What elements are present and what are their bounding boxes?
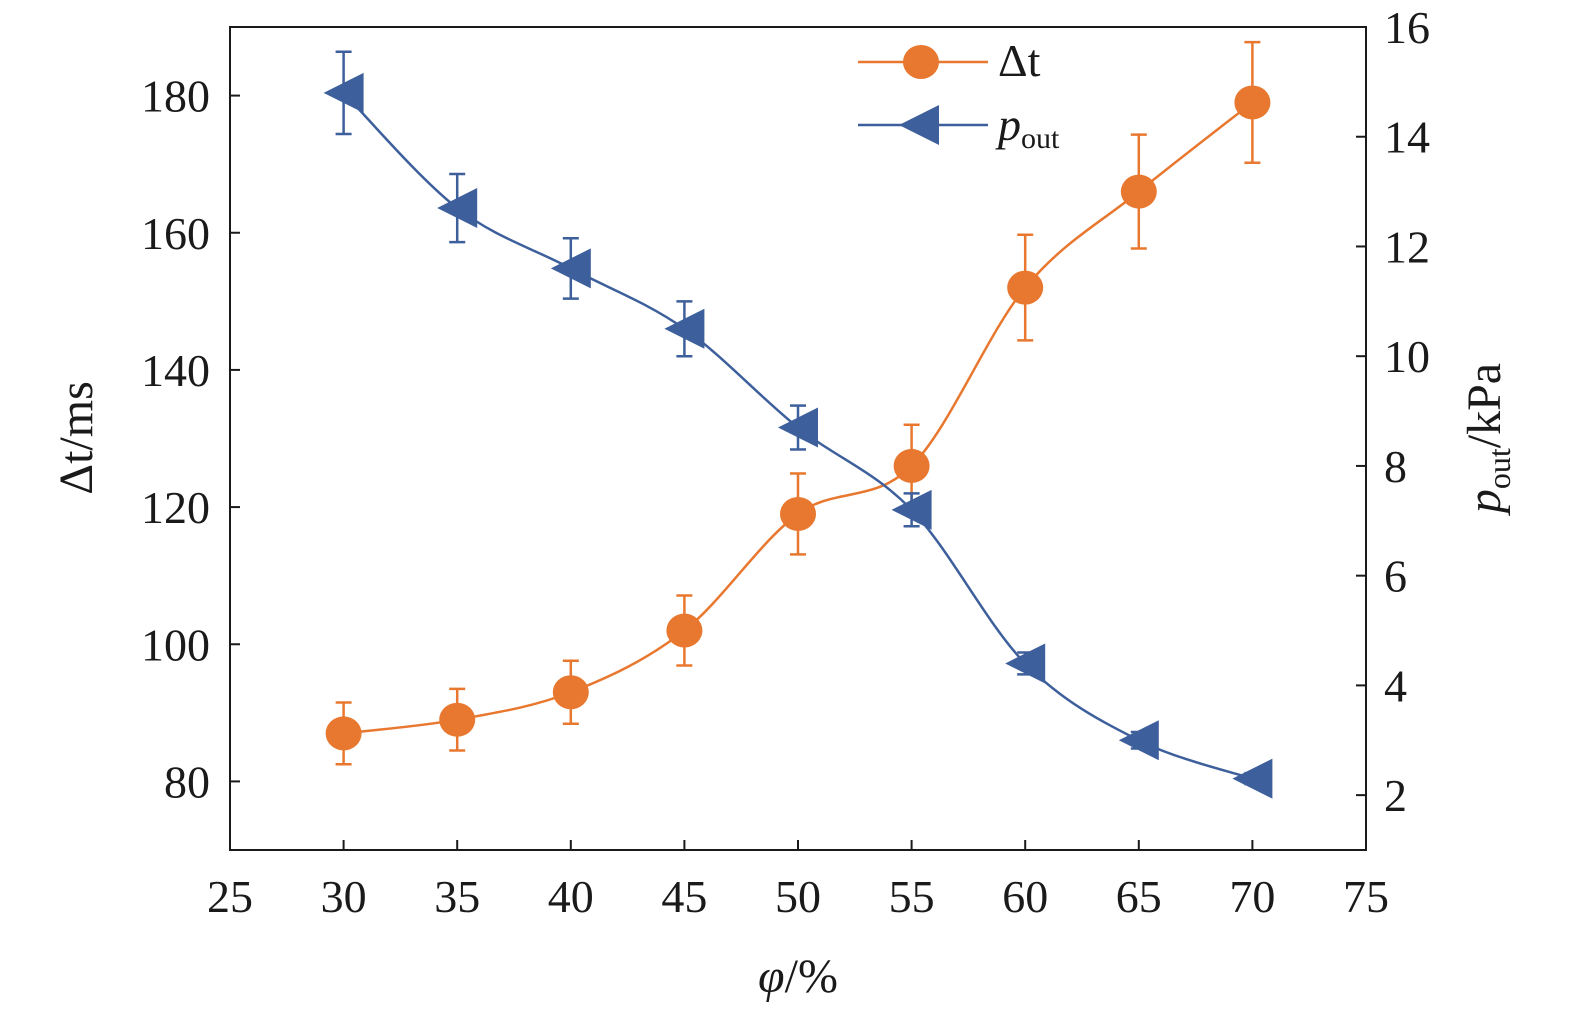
x-tick-label: 40 (548, 871, 594, 922)
x-axis-unit: /% (785, 950, 838, 1003)
y-right-subscript: out (1481, 448, 1517, 489)
legend-label-delta-t: Δt (998, 35, 1041, 86)
y-right-tick-label: 4 (1384, 660, 1407, 711)
data-point (1232, 758, 1273, 799)
y-right-tick-label: 14 (1384, 112, 1430, 163)
y-right-tick-label: 16 (1384, 2, 1430, 53)
data-point (664, 308, 705, 349)
data-point (893, 448, 930, 483)
data-point (1007, 270, 1044, 305)
y-left-axis-title: Δt/ms (50, 381, 103, 495)
y-right-tick-label: 10 (1384, 331, 1430, 382)
legend-label-delta-t-symbol: Δt (998, 35, 1041, 86)
y-right-axis-ticks: 2 4 6 8 10 12 14 16 (1356, 2, 1430, 821)
x-axis-ticks: 25 30 35 40 45 50 55 60 65 70 75 (207, 840, 1389, 922)
data-point (778, 407, 818, 448)
y-left-delta-symbol: Δt (50, 450, 103, 495)
x-tick-label: 75 (1343, 871, 1389, 922)
data-point (1120, 174, 1157, 209)
y-right-tick-label: 2 (1384, 770, 1407, 821)
legend-label-pout-sub: out (1021, 122, 1060, 155)
legend-entry-delta-t: Δt (858, 35, 1041, 86)
data-point (891, 489, 932, 530)
data-point (780, 496, 816, 531)
y-left-axis-ticks: 80 100 120 140 160 180 (141, 71, 240, 807)
data-point (323, 72, 364, 113)
x-tick-label: 55 (889, 871, 935, 922)
series-line (343, 101, 1254, 735)
x-tick-label: 30 (321, 871, 367, 922)
legend-label-pout-symbol: p (995, 99, 1021, 150)
y-left-tick-label: 100 (141, 619, 210, 670)
data-point (552, 675, 589, 710)
legend-entry-pout: pout (858, 99, 1060, 155)
legend-marker-delta-t (903, 45, 939, 79)
series-layer (323, 40, 1273, 799)
x-axis-title: φ/% (758, 950, 838, 1003)
data-point (1234, 85, 1271, 120)
y-right-tick-label: 6 (1384, 551, 1407, 602)
data-point (1005, 643, 1046, 684)
x-tick-label: 25 (207, 871, 253, 922)
data-point (437, 188, 478, 229)
legend: Δt pout (858, 35, 1060, 155)
y-left-tick-label: 80 (164, 756, 210, 807)
y-right-unit: /kPa (1458, 363, 1511, 448)
x-axis-symbol: φ (758, 950, 785, 1003)
series-delta-t (325, 40, 1271, 766)
series-pout (323, 50, 1273, 799)
x-tick-label: 65 (1116, 871, 1162, 922)
y-left-tick-label: 180 (141, 71, 210, 122)
legend-label-pout: pout (995, 99, 1060, 155)
x-tick-label: 35 (434, 871, 480, 922)
data-point (666, 613, 703, 648)
x-tick-label: 45 (661, 871, 707, 922)
y-left-tick-label: 120 (141, 482, 210, 533)
x-tick-label: 50 (775, 871, 821, 922)
y-left-unit: /ms (50, 381, 103, 450)
data-point (550, 248, 591, 289)
data-point (1118, 720, 1159, 761)
y-right-symbol: p (1458, 489, 1511, 516)
x-tick-label: 60 (1002, 871, 1048, 922)
y-left-tick-label: 160 (141, 208, 210, 259)
y-right-tick-label: 8 (1384, 441, 1407, 492)
data-point (325, 716, 362, 751)
y-right-tick-label: 12 (1384, 221, 1430, 272)
legend-marker-pout (899, 105, 939, 145)
y-left-tick-label: 140 (141, 345, 210, 396)
y-right-axis-title: pout/kPa (1458, 363, 1517, 516)
data-point (439, 702, 476, 737)
x-tick-label: 70 (1229, 871, 1275, 922)
